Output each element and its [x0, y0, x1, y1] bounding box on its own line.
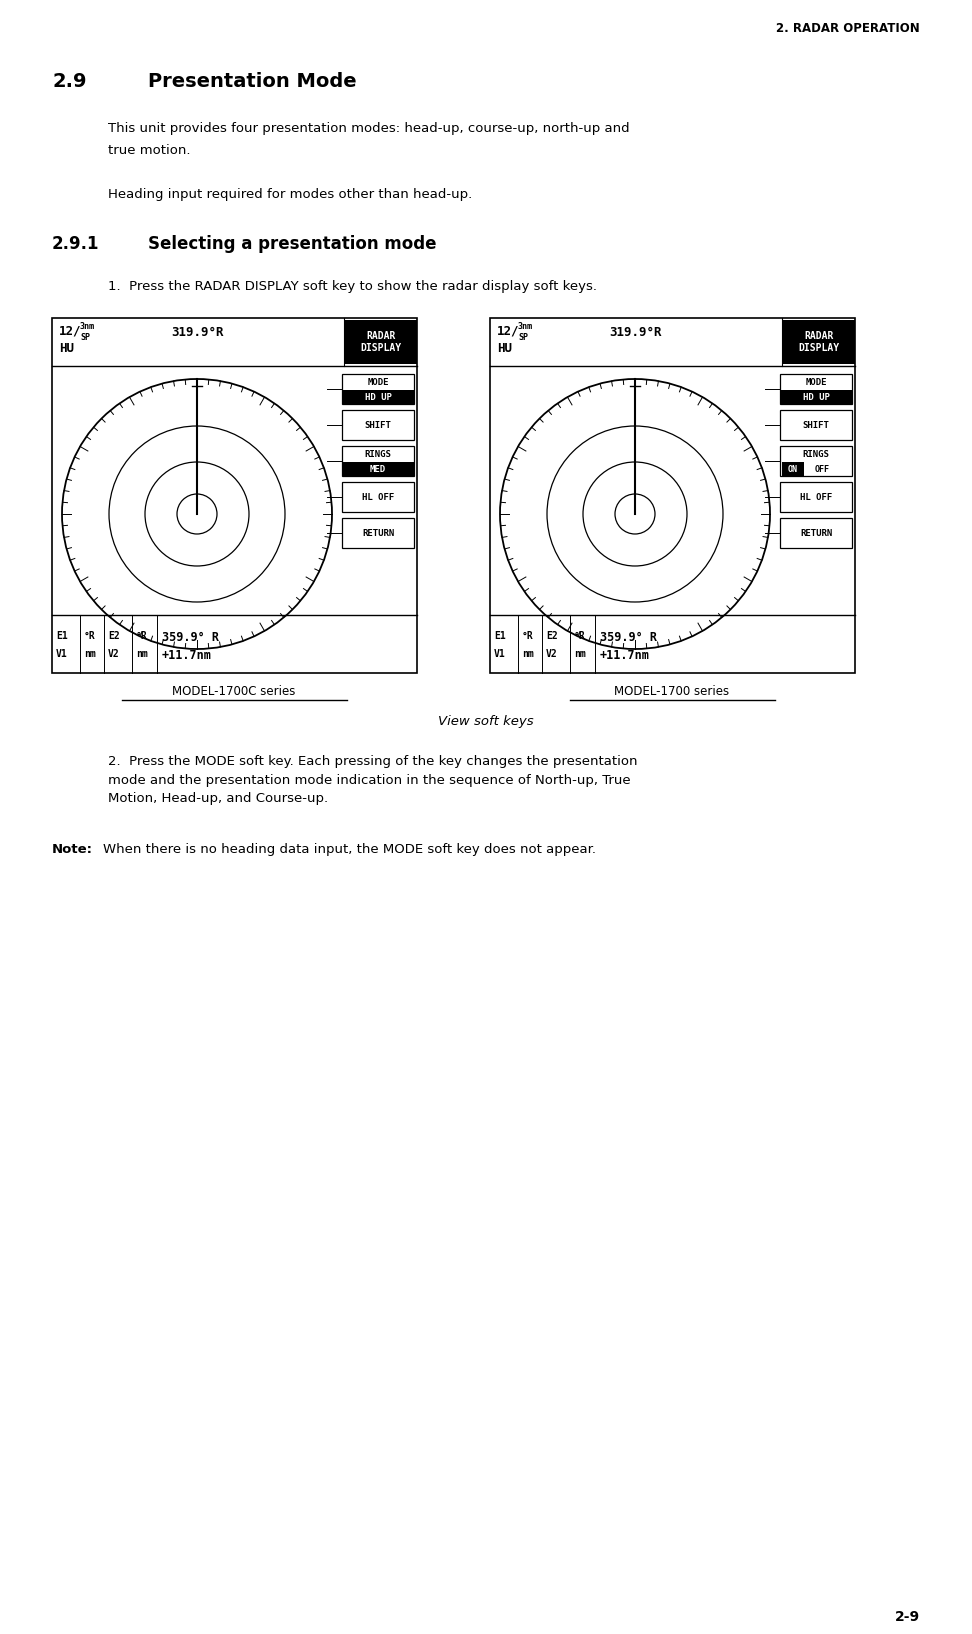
Text: HU: HU — [497, 342, 512, 355]
Bar — [780, 410, 852, 440]
Text: V2: V2 — [108, 649, 120, 659]
Text: HL OFF: HL OFF — [362, 492, 394, 502]
Text: +11.7nm: +11.7nm — [162, 649, 212, 662]
Bar — [780, 518, 852, 547]
Text: nm: nm — [84, 649, 96, 659]
Text: Selecting a presentation mode: Selecting a presentation mode — [148, 235, 436, 253]
Text: RINGS: RINGS — [803, 449, 829, 459]
Bar — [490, 319, 855, 673]
Bar — [342, 391, 414, 404]
Text: SHIFT: SHIFT — [364, 420, 392, 430]
Text: MODE: MODE — [367, 377, 389, 387]
Text: MODEL-1700C series: MODEL-1700C series — [172, 685, 295, 698]
Text: When there is no heading data input, the MODE soft key does not appear.: When there is no heading data input, the… — [103, 843, 596, 856]
Text: E1: E1 — [494, 631, 505, 641]
Text: MODE: MODE — [805, 377, 827, 387]
Text: RADAR
DISPLAY: RADAR DISPLAY — [798, 330, 840, 353]
Text: nm: nm — [136, 649, 148, 659]
Bar — [780, 391, 852, 404]
Text: SP: SP — [518, 333, 528, 342]
Text: Heading input required for modes other than head-up.: Heading input required for modes other t… — [108, 188, 472, 201]
Text: 359.9° R: 359.9° R — [162, 631, 219, 644]
Bar — [780, 374, 852, 404]
Text: 359.9° R: 359.9° R — [600, 631, 657, 644]
Bar — [345, 320, 417, 364]
Text: HD UP: HD UP — [803, 392, 829, 402]
Text: OFF: OFF — [815, 464, 829, 474]
Bar — [342, 518, 414, 547]
Text: nm: nm — [522, 649, 534, 659]
Text: MODEL-1700 series: MODEL-1700 series — [614, 685, 730, 698]
Bar — [782, 462, 804, 475]
Text: RADAR
DISPLAY: RADAR DISPLAY — [361, 330, 401, 353]
Text: true motion.: true motion. — [108, 144, 191, 157]
Bar — [783, 320, 855, 364]
Bar — [342, 482, 414, 511]
Text: HD UP: HD UP — [364, 392, 392, 402]
Text: HU: HU — [59, 342, 74, 355]
Bar — [52, 319, 417, 673]
Text: 2.9.1: 2.9.1 — [52, 235, 99, 253]
Bar — [342, 374, 414, 404]
Text: E1: E1 — [56, 631, 68, 641]
Text: RETURN: RETURN — [362, 528, 394, 538]
Text: V1: V1 — [494, 649, 505, 659]
Text: MED: MED — [370, 464, 386, 474]
Bar — [342, 462, 414, 475]
Text: 12/: 12/ — [497, 324, 519, 337]
Text: V2: V2 — [546, 649, 558, 659]
Text: 3nm: 3nm — [518, 322, 533, 332]
Text: 2. RADAR OPERATION: 2. RADAR OPERATION — [777, 21, 920, 34]
Text: nm: nm — [574, 649, 586, 659]
Bar — [342, 446, 414, 475]
Text: 1.  Press the RADAR DISPLAY soft key to show the radar display soft keys.: 1. Press the RADAR DISPLAY soft key to s… — [108, 279, 597, 292]
Text: V1: V1 — [56, 649, 68, 659]
Text: 2.9: 2.9 — [52, 72, 87, 92]
Bar — [342, 410, 414, 440]
Text: SP: SP — [80, 333, 90, 342]
Text: °R: °R — [574, 631, 586, 641]
Bar — [780, 482, 852, 511]
Text: °R: °R — [136, 631, 148, 641]
Text: E2: E2 — [546, 631, 558, 641]
Text: ON: ON — [788, 464, 798, 474]
Text: +11.7nm: +11.7nm — [600, 649, 650, 662]
Text: 2-9: 2-9 — [895, 1609, 920, 1624]
Text: 3nm: 3nm — [80, 322, 95, 332]
Text: SHIFT: SHIFT — [803, 420, 829, 430]
Text: HL OFF: HL OFF — [800, 492, 832, 502]
Text: °R: °R — [84, 631, 96, 641]
Text: E2: E2 — [108, 631, 120, 641]
Text: RINGS: RINGS — [364, 449, 392, 459]
Text: 12/: 12/ — [59, 324, 82, 337]
Text: Presentation Mode: Presentation Mode — [148, 72, 357, 92]
Text: View soft keys: View soft keys — [438, 716, 534, 729]
Text: 2.  Press the MODE soft key. Each pressing of the key changes the presentation
m: 2. Press the MODE soft key. Each pressin… — [108, 755, 638, 806]
Text: Note:: Note: — [52, 843, 93, 856]
Text: °R: °R — [522, 631, 534, 641]
Text: RETURN: RETURN — [800, 528, 832, 538]
Bar — [780, 446, 852, 475]
Text: 319.9°R: 319.9°R — [608, 327, 661, 338]
Text: This unit provides four presentation modes: head-up, course-up, north-up and: This unit provides four presentation mod… — [108, 123, 630, 136]
Text: 319.9°R: 319.9°R — [171, 327, 224, 338]
